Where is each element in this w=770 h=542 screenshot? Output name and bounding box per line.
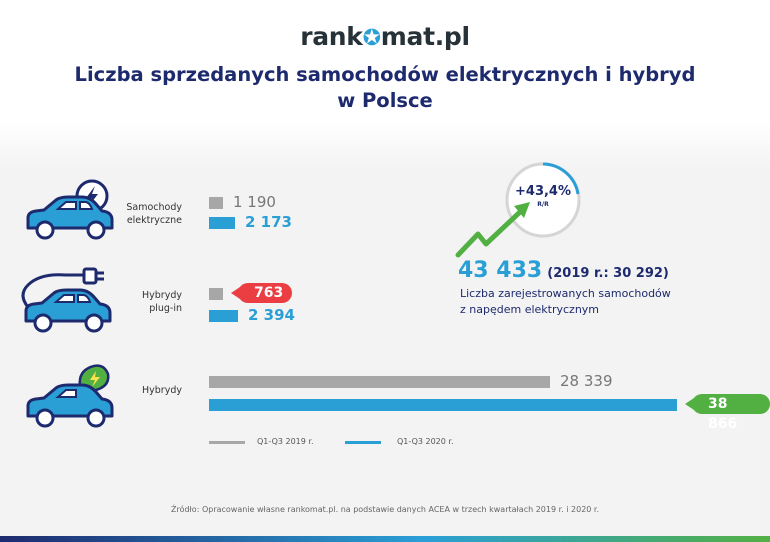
- bar-plugin-2019: [209, 288, 223, 300]
- growth-ring: [455, 162, 581, 258]
- kpi-total-value: 43 433: [458, 258, 543, 283]
- growth-value: +43,4% R/R: [501, 183, 585, 208]
- chart-title-line2: w Polsce: [337, 89, 433, 112]
- kpi-previous-value: (2019 r.: 30 292): [547, 266, 669, 281]
- growth-arrow-icon: [455, 209, 523, 258]
- bar-hybrid-2019: [209, 376, 550, 388]
- bottom-stripe: [0, 536, 770, 542]
- legend-swatch-2019: [209, 441, 245, 444]
- hybrid-car-icon: [26, 364, 114, 428]
- growth-percent: +43,4%: [515, 184, 571, 199]
- source-note: Źródło: Opracowanie własne rankomat.pl. …: [170, 505, 600, 514]
- bar-electric-2019: [209, 197, 223, 209]
- star-icon: ✪: [362, 26, 381, 51]
- value-label-electric-2019: 1 190: [233, 193, 276, 211]
- value-label-hybrid-2020: 38 866: [685, 394, 770, 432]
- kpi-description: Liczba zarejestrowanych samochodów z nap…: [460, 287, 671, 316]
- value-label-plugin-2020: 2 394: [248, 306, 295, 324]
- chart-title: Liczba sprzedanych samochodów elektryczn…: [0, 62, 770, 114]
- growth-unit: R/R: [537, 201, 549, 208]
- value-label-electric-2020: 2 173: [245, 213, 292, 231]
- plugin-hybrid-car-icon: [21, 267, 112, 333]
- legend-label-2020: Q1-Q3 2020 r.: [397, 437, 454, 446]
- legend-swatch-2020: [345, 441, 381, 444]
- chart-title-line1: Liczba sprzedanych samochodów elektryczn…: [74, 63, 696, 86]
- bar-electric-2020: [209, 217, 235, 229]
- category-label-hybrid: Hybrydy: [142, 385, 182, 396]
- value-label-plugin-2019: 763: [230, 283, 293, 303]
- category-label-plugin: Hybrydy plug-in: [142, 290, 182, 314]
- value-label-hybrid-2019: 28 339: [560, 372, 613, 390]
- legend-label-2019: Q1-Q3 2019 r.: [257, 437, 314, 446]
- bar-plugin-2020: [209, 310, 238, 322]
- electric-car-icon: [26, 179, 114, 240]
- category-label-electric: Samochody elektryczne: [126, 202, 182, 226]
- brand-logo: rank✪mat.pl: [300, 22, 470, 51]
- bar-hybrid-2020: [209, 399, 677, 411]
- kpi-total: 43 433 (2019 r.: 30 292): [458, 258, 669, 283]
